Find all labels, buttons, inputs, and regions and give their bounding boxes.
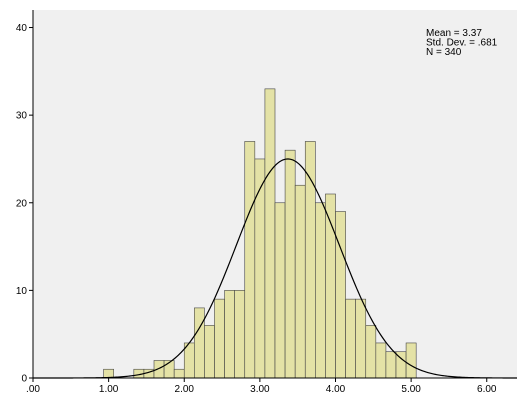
y-tick-label: 0 [21,374,27,385]
normal-curve [33,158,517,379]
stats-n: N = 340 [426,47,462,58]
x-tick-label: 3.00 [250,384,270,395]
stats-std-dev: Std. Dev. = .681 [426,38,498,49]
histogram-bar [264,88,276,379]
x-tick-label: 5.00 [401,384,421,395]
histogram-bar [315,202,326,379]
histogram-bar [194,307,205,379]
histogram-bar [224,290,235,379]
histogram-bar [153,360,165,379]
histogram-bar [274,202,286,379]
histogram-bar [355,298,367,379]
x-tick-label: 4.00 [326,384,346,395]
histogram-bar [335,211,346,379]
histogram-bar [385,351,397,379]
x-tick-label: .00 [26,384,40,395]
histogram-bar [405,342,417,379]
histogram-bar [284,149,296,379]
histogram-bar [173,368,185,379]
y-tick-label: 30 [16,111,28,122]
y-tick-label: 10 [16,286,28,297]
histogram-bar [365,325,377,379]
x-tick-label: 2.00 [175,384,195,395]
axes-group: 0 10 20 30 40 .00 1.00 2.00 3.00 4.00 5.00 6.00 [16,10,517,395]
histogram-bar [204,325,215,379]
x-tick-label: 6.00 [477,384,497,395]
stats-mean: Mean = 3.37 [426,28,482,39]
y-tick-label: 40 [16,23,28,34]
histogram-bar [234,290,246,379]
histogram-bar [244,141,256,379]
histogram-bar [304,141,316,379]
histogram-bar [294,184,306,379]
histogram-bar [375,342,387,379]
histogram-bar [214,298,225,379]
y-tick-label: 20 [16,198,28,209]
x-tick-label: 1.00 [99,384,119,395]
stats-box: Mean = 3.37 Std. Dev. = .681 N = 340 [426,28,498,58]
histogram-bar [345,298,356,379]
histogram-bar [103,368,114,379]
histogram-bar [254,158,266,379]
